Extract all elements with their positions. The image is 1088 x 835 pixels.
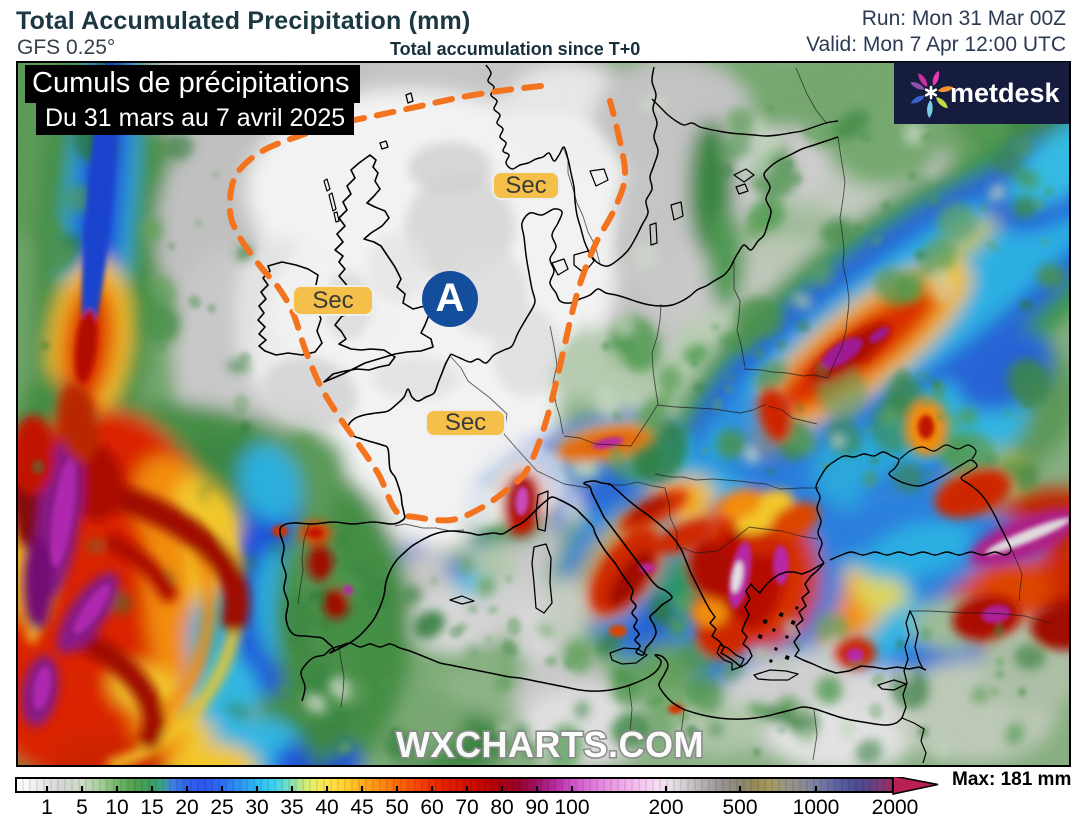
svg-text:50: 50 [385, 796, 408, 819]
svg-text:35: 35 [280, 796, 303, 819]
svg-text:30: 30 [245, 796, 268, 819]
svg-text:1: 1 [41, 796, 53, 819]
svg-text:80: 80 [490, 796, 513, 819]
svg-text:5: 5 [76, 796, 88, 819]
svg-text:1000: 1000 [793, 796, 840, 819]
svg-text:90: 90 [525, 796, 548, 819]
svg-text:25: 25 [210, 796, 233, 819]
svg-text:100: 100 [554, 796, 589, 819]
svg-text:15: 15 [140, 796, 163, 819]
svg-text:WXCHARTS.COM: WXCHARTS.COM [396, 725, 704, 765]
svg-text:200: 200 [648, 796, 683, 819]
svg-text:45: 45 [350, 796, 373, 819]
svg-text:70: 70 [455, 796, 478, 819]
svg-text:metdesk: metdesk [950, 78, 1061, 108]
svg-text:10: 10 [105, 796, 128, 819]
svg-text:40: 40 [315, 796, 338, 819]
svg-text:2000: 2000 [872, 796, 919, 819]
svg-text:60: 60 [420, 796, 443, 819]
svg-text:20: 20 [175, 796, 198, 819]
svg-text:500: 500 [722, 796, 757, 819]
